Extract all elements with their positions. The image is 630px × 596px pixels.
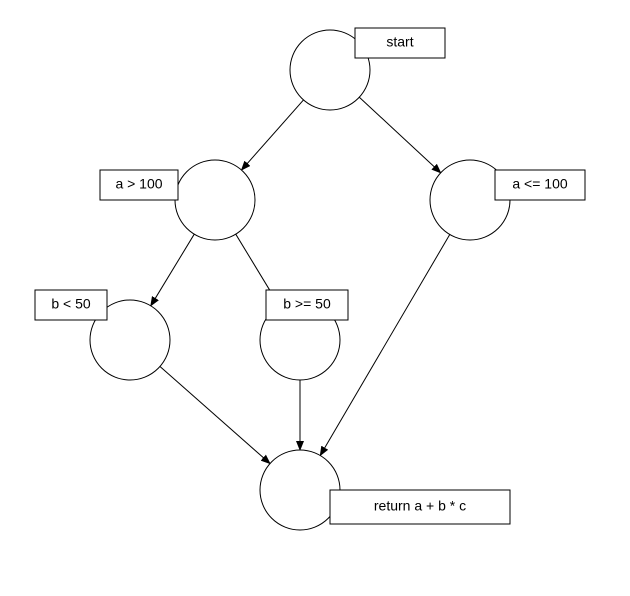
edge-root-right (359, 97, 440, 173)
edge-left-ll (151, 234, 194, 306)
nodes-layer (90, 30, 510, 530)
edge-root-left (242, 100, 304, 170)
label-text-ll: b < 50 (51, 296, 91, 312)
flow-diagram: start a > 100 a <= 100 b < 50 b >= 50 return … (0, 0, 630, 596)
label-text-sink: return a + b * c (374, 498, 466, 514)
label-text-root: start (386, 34, 413, 50)
node-left (175, 160, 255, 240)
edge-ll-sink (160, 366, 270, 463)
edges-layer (151, 97, 450, 463)
node-sink (260, 450, 340, 530)
label-text-lr: b >= 50 (283, 296, 331, 312)
label-text-right: a <= 100 (512, 176, 567, 192)
label-text-left: a > 100 (115, 176, 162, 192)
